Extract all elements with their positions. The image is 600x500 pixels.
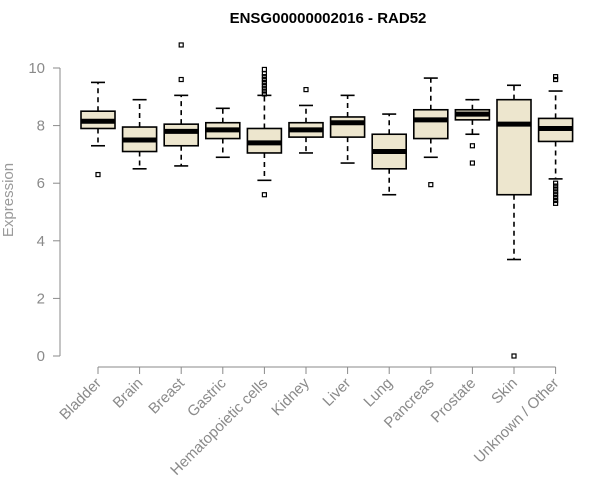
x-tick-label: Breast [145,374,188,417]
iqr-box [329,116,366,138]
outlier-point [261,76,267,83]
outlier-point [552,192,559,198]
outlier-point [178,76,184,83]
outlier-point [552,195,559,201]
outlier-point [261,88,267,94]
outlier-point [511,353,517,359]
outlier-point [552,180,559,186]
outlier-point [261,85,267,91]
outlier-point [428,182,434,188]
box-group [288,86,324,154]
outlier-point [261,71,267,77]
y-axis: 0 2 4 6 8 10 [28,60,61,365]
outlier-point [552,200,559,206]
box-group [205,107,241,159]
outlier-point [552,76,559,83]
chart-title: ENSG00000002016 - RAD52 [230,10,427,27]
outlier-point [552,197,559,204]
outlier-point [261,66,267,73]
x-tick-label: Prostate [428,375,480,427]
x-tick-label: Liver [319,375,354,410]
outlier-point [469,143,475,149]
outlier-point [552,183,559,189]
outlier-point [178,42,184,48]
outlier-point [303,86,309,93]
outlier-point [261,82,267,88]
y-tick-label: 2 [37,290,45,307]
outlier-point [261,91,267,97]
x-tick-label: Bladder [56,375,105,424]
outlier-point [261,79,267,86]
outlier-point [552,186,559,192]
box-series [80,42,574,359]
y-tick-label: 6 [37,175,45,192]
iqr-box [163,123,199,147]
box-group [537,74,574,206]
iqr-box [412,108,449,140]
outlier-point [552,189,559,195]
box-group [329,94,366,164]
y-tick-label: 4 [37,233,45,250]
outlier-point [469,160,475,166]
box-group [246,66,283,198]
y-tick-label: 10 [28,60,45,77]
x-tick-label: Lung [360,375,396,411]
y-tick-label: 8 [37,118,45,135]
box-group [163,42,199,167]
x-tick-label: Skin [488,375,521,408]
outlier-point [261,192,267,198]
x-tick-label: Brain [110,375,147,412]
box-group [80,81,116,178]
box-group [496,84,532,359]
box-group [454,98,491,166]
box-group [412,77,449,188]
box-group [371,113,408,196]
outlier-point [261,74,267,80]
iqr-box [496,98,532,196]
y-tick-label: 0 [37,348,45,365]
outlier-point [95,171,101,178]
x-tick-label: Kidney [268,374,313,419]
box-group [121,98,158,170]
y-axis-label: Expression [0,163,17,237]
outlier-point [552,74,559,80]
